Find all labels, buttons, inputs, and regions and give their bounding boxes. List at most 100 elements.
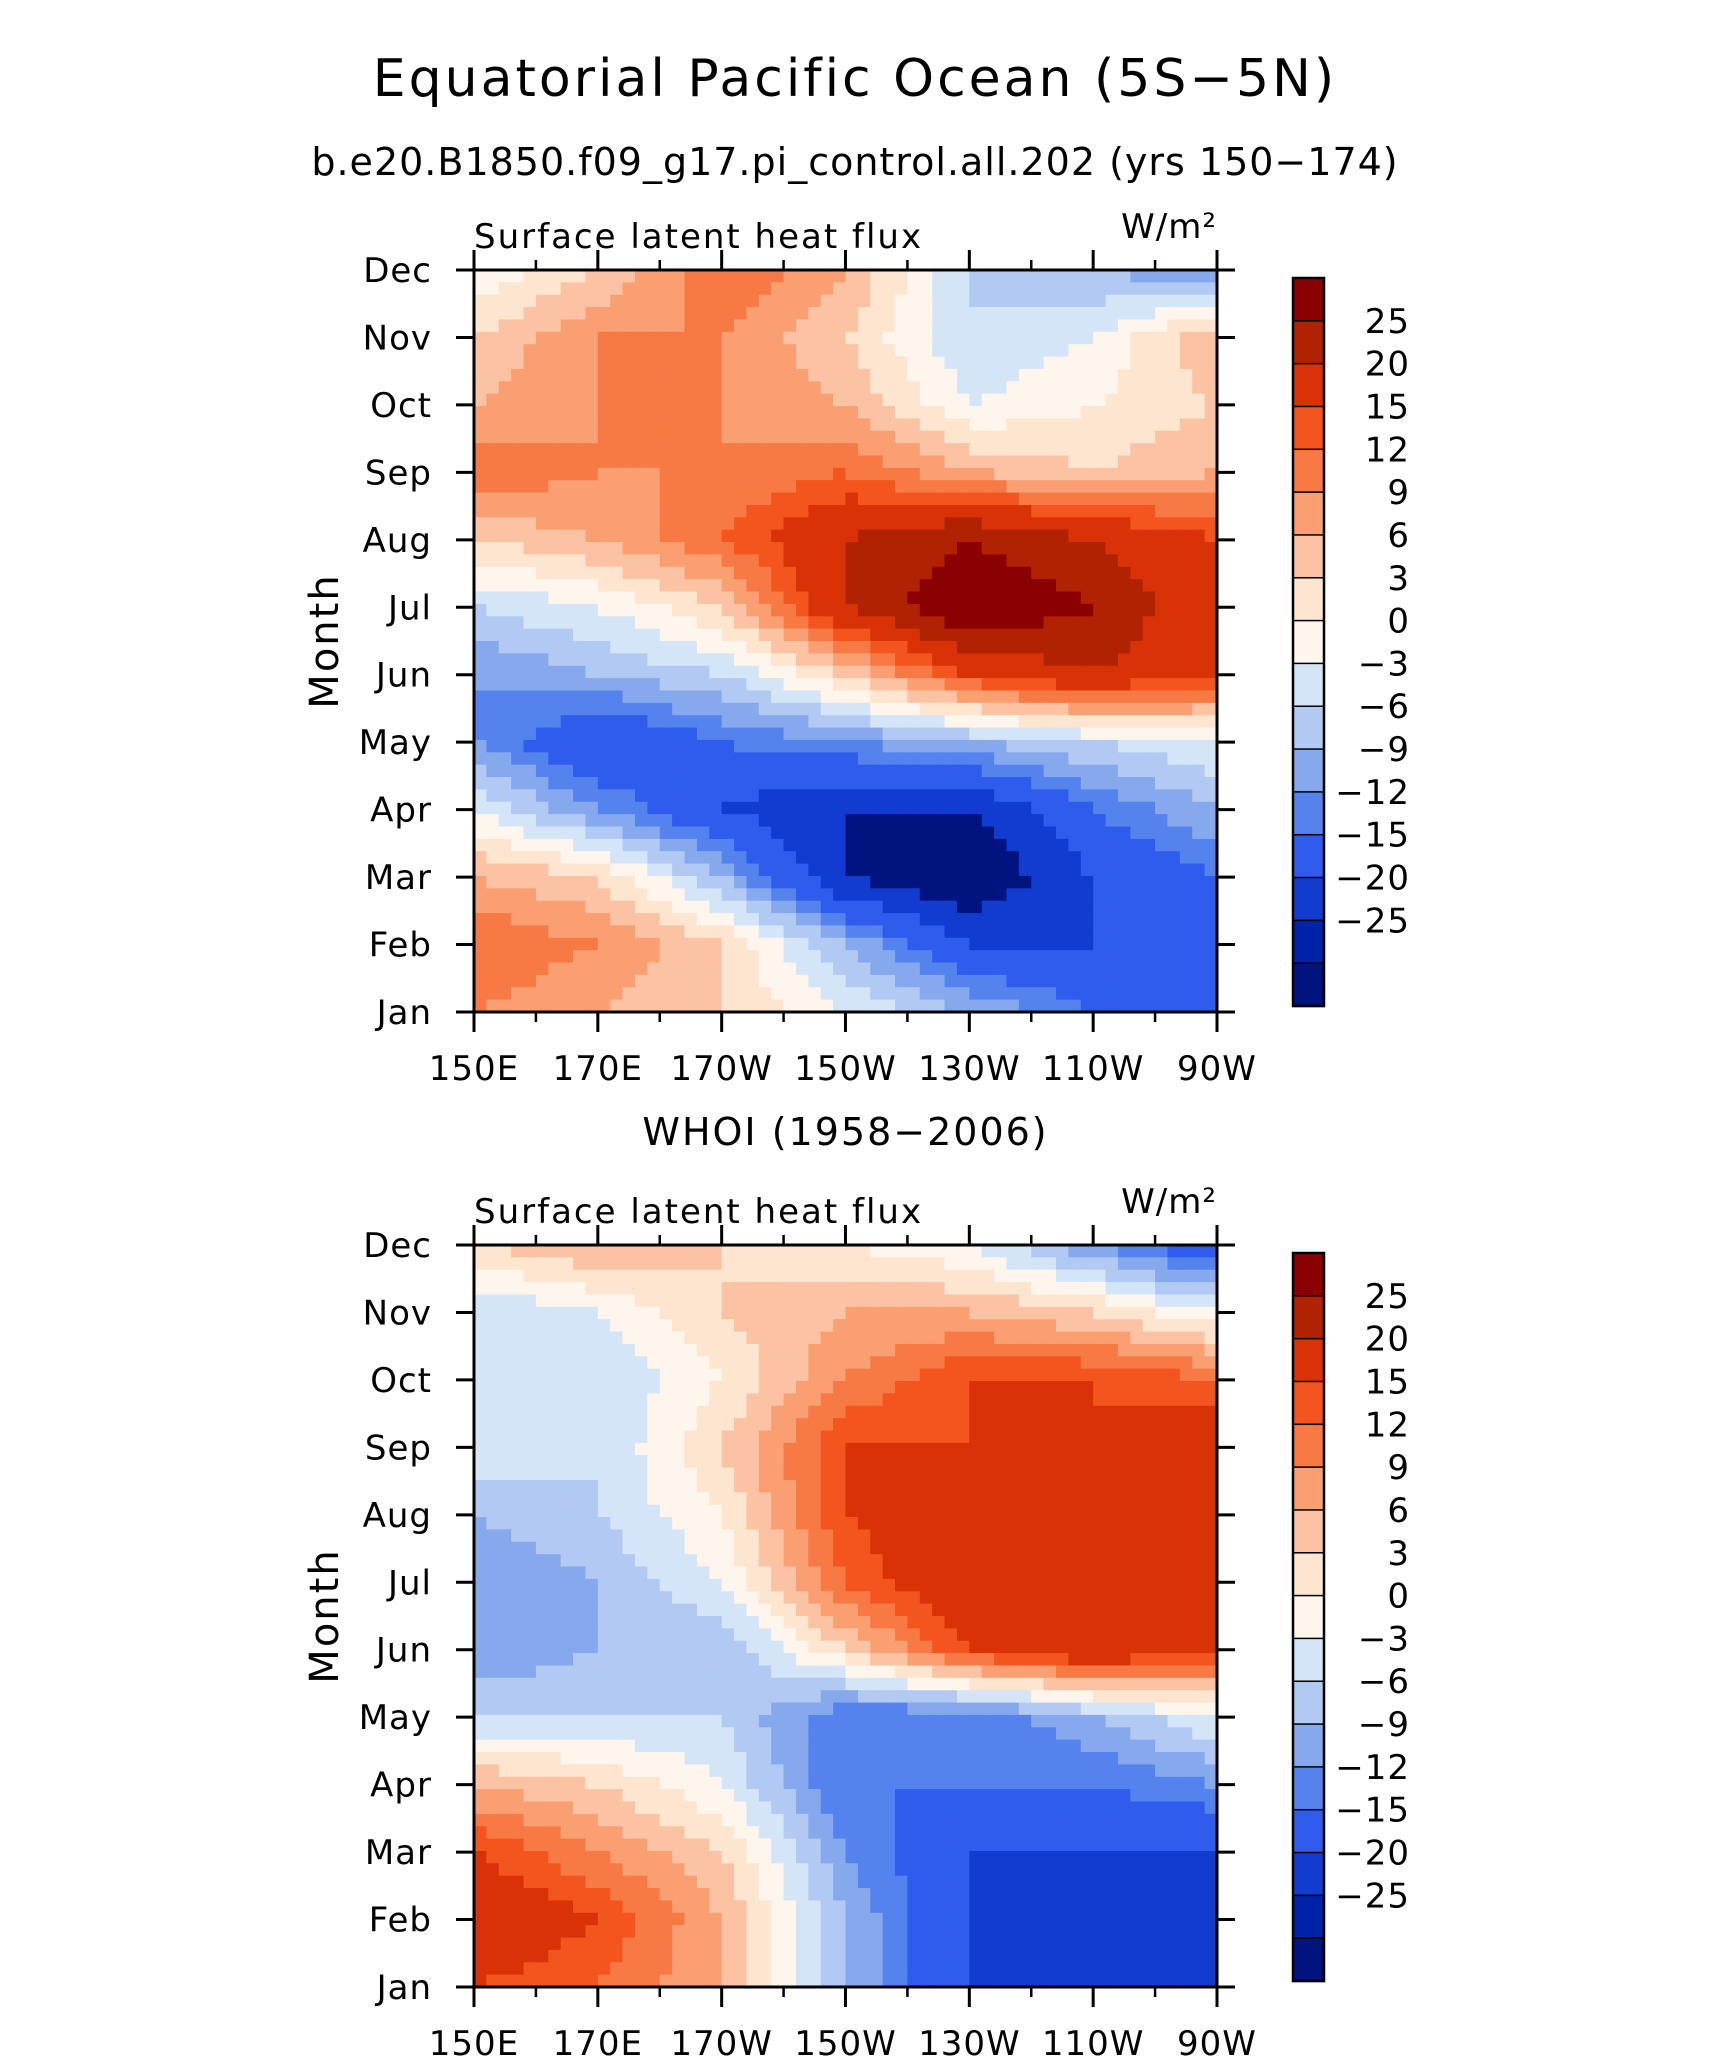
field-cell (560, 1319, 574, 1333)
field-cell (1204, 838, 1217, 852)
field-cell (548, 987, 562, 1001)
field-cell (981, 851, 995, 865)
field-cell (870, 826, 884, 840)
field-cell (734, 752, 748, 766)
field-cell (857, 455, 871, 469)
field-cell (981, 331, 995, 345)
field-cell (969, 727, 983, 741)
field-cell (610, 665, 624, 679)
field-cell (597, 665, 611, 679)
field-cell (1142, 925, 1156, 939)
field-cell (647, 690, 661, 704)
field-cell (1068, 1245, 1082, 1258)
field-cell (597, 913, 611, 927)
field-cell (808, 702, 822, 716)
field-cell (845, 492, 859, 506)
field-cell (1167, 319, 1181, 333)
field-cell (1179, 517, 1193, 531)
field-cell (523, 826, 537, 840)
field-cell (560, 653, 574, 667)
field-cell (845, 628, 859, 642)
field-cell (734, 690, 748, 704)
field-cell (746, 801, 760, 815)
field-cell (820, 789, 834, 803)
field-cell (895, 826, 909, 840)
field-cell (870, 554, 884, 568)
field-cell (833, 863, 847, 877)
field-cell (833, 504, 847, 518)
field-cell (684, 1257, 698, 1271)
field-cell (647, 752, 661, 766)
field-cell (1167, 480, 1181, 494)
field-cell (696, 1430, 710, 1444)
field-cell (1068, 282, 1082, 296)
field-cell (746, 542, 760, 556)
field-cell (919, 1455, 933, 1469)
field-cell (1192, 838, 1206, 852)
field-cell (857, 814, 871, 828)
field-cell (548, 1319, 562, 1333)
field-cell (585, 974, 599, 988)
field-cell (610, 344, 624, 358)
field-cell (1204, 1343, 1217, 1357)
field-cell (597, 838, 611, 852)
field-cell (1093, 999, 1107, 1012)
field-cell (597, 851, 611, 865)
field-cell (474, 950, 487, 964)
field-cell (820, 1257, 834, 1271)
field-cell (1006, 1245, 1020, 1258)
field-cell (498, 603, 512, 617)
field-cell (1192, 1294, 1206, 1308)
field-cell (1018, 504, 1032, 518)
field-cell (783, 875, 797, 889)
field-cell (684, 752, 698, 766)
field-cell (932, 1269, 946, 1283)
field-cell (783, 1405, 797, 1419)
field-cell (1117, 282, 1131, 296)
field-cell (994, 1492, 1008, 1506)
field-cell (709, 752, 723, 766)
field-cell (560, 418, 574, 432)
field-cell (746, 1467, 760, 1481)
field-cell (560, 282, 574, 296)
field-cell (486, 628, 500, 642)
field-cell (783, 344, 797, 358)
field-cell (659, 368, 673, 382)
field-cell (709, 727, 723, 741)
field-cell (474, 1294, 487, 1308)
field-cell (808, 406, 822, 419)
field-cell (857, 517, 871, 531)
field-cell (684, 628, 698, 642)
field-cell (783, 467, 797, 481)
field-cell (1179, 1479, 1193, 1493)
field-cell (1105, 974, 1119, 988)
field-cell (857, 542, 871, 556)
field-cell (548, 974, 562, 988)
field-cell (659, 319, 673, 333)
field-cell (1093, 455, 1107, 469)
field-cell (808, 443, 822, 457)
field-cell (1155, 1418, 1169, 1432)
field-cell (1179, 1455, 1193, 1469)
x-tick-label: 90W (1177, 1049, 1257, 1089)
field-cell (523, 678, 537, 692)
field-cell (535, 1368, 549, 1382)
field-cell (573, 1282, 587, 1296)
field-cell (659, 739, 673, 753)
field-cell (721, 1294, 735, 1308)
field-cell (1117, 789, 1131, 803)
field-cell (944, 764, 958, 778)
field-cell (1130, 1294, 1144, 1308)
field-cell (907, 1381, 921, 1394)
field-cell (882, 418, 896, 432)
field-cell (1018, 875, 1032, 889)
field-cell (1031, 1492, 1045, 1506)
field-cell (795, 319, 809, 333)
field-cell (944, 529, 958, 543)
field-cell (932, 579, 946, 593)
field-cell (808, 777, 822, 790)
field-cell (560, 678, 574, 692)
field-cell (882, 1418, 896, 1432)
field-cell (734, 628, 748, 642)
field-cell (932, 504, 946, 518)
